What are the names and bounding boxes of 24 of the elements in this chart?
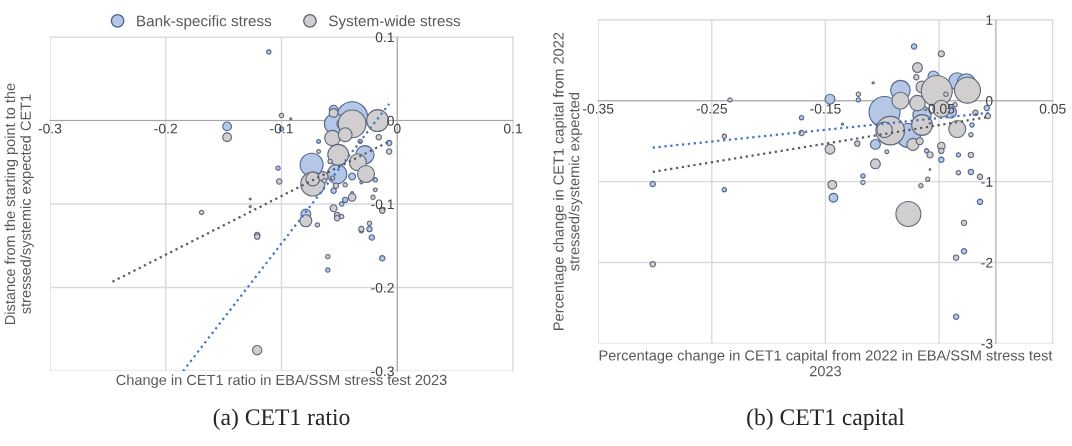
y-tick-label: -3 <box>981 338 993 349</box>
x-axis-title: Percentage change in CET1 capital from 2022 in EBA/SSM stress test 2023 <box>599 349 1053 377</box>
y-tick-label: 0 <box>985 96 993 106</box>
y-tick-label: -1 <box>981 177 993 187</box>
y-tick-label: -0.1 <box>371 199 394 210</box>
x-tick-label: -0.15 <box>810 103 841 114</box>
y-tick-label: 1 <box>986 15 993 25</box>
x-tick-label: 0.05 <box>1039 103 1066 114</box>
y-tick-label: 0.1 <box>375 32 394 43</box>
x-tick-label: -0.25 <box>696 103 728 114</box>
text: (a) CET1 ratio <box>213 408 350 430</box>
x-tick-label: 0.1 <box>503 123 523 134</box>
x-tick-label: -0.2 <box>154 123 177 134</box>
x-tick-label: 0 <box>393 123 401 134</box>
y-tick-label: -2 <box>981 257 993 268</box>
y-tick-label: -0.2 <box>371 282 394 293</box>
y-axis-title: Percentage change in CET1 capital from 2022 stressed/systemic expected <box>552 32 583 330</box>
y-tick-label: -0.3 <box>371 366 394 377</box>
x-tick-label: -0.3 <box>38 123 62 134</box>
legend-label: System-wide stress <box>328 15 461 30</box>
y-axis-title: Distance from the starting point to the stressed/systemic expected CET1 <box>4 83 34 325</box>
text: (b) CET1 capital <box>747 408 905 430</box>
legend-label: Bank-specific stress <box>137 15 272 30</box>
x-tick-label: -0.35 <box>582 103 614 114</box>
